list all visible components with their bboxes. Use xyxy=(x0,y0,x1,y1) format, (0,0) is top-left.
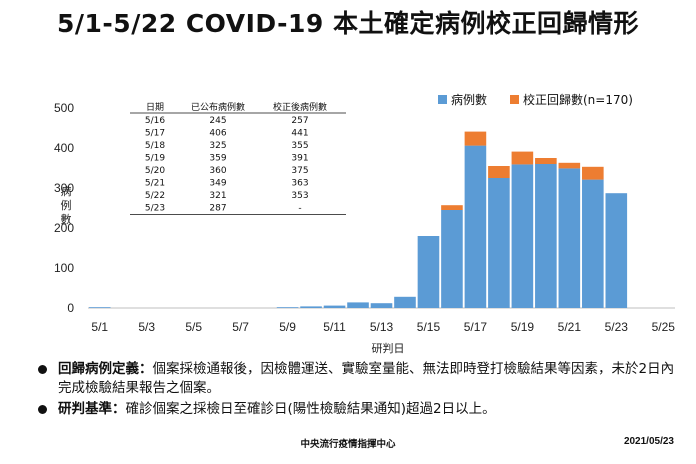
legend-label: 校正回歸數(n=170) xyxy=(523,92,633,107)
note-definition: 回歸病例定義：個案採檢通報後，因檢體運送、實驗室量能、無法即時登打檢驗結果等因素… xyxy=(38,360,678,398)
bar-cases xyxy=(488,178,510,308)
bar-cases xyxy=(558,168,581,308)
y-axis-title: 病例數 xyxy=(61,184,72,226)
bar-cases xyxy=(417,236,440,308)
y-tick-label: 300 xyxy=(54,181,74,195)
table-cell: 360 xyxy=(209,166,226,176)
chart-legend: 病例數 校正回歸數(n=170) xyxy=(438,92,633,107)
table-cell: 406 xyxy=(209,129,226,139)
note-definition-text: 個案採檢通報後，因檢體運送、實驗室量能、無法即時登打檢驗結果等因素，未於2日內完… xyxy=(58,361,675,396)
table-header-cell: 日期 xyxy=(146,102,164,113)
table-header-cell: 已公布病例數 xyxy=(191,101,245,113)
note-criteria-text: 確診個案之採檢日至確診日(陽性檢驗結果通知)超過2日以上。 xyxy=(125,401,496,417)
y-tick-label: 0 xyxy=(67,301,74,315)
table-cell: - xyxy=(298,204,301,214)
bar-cases xyxy=(605,193,628,308)
legend-label: 病例數 xyxy=(451,92,487,107)
table-cell: 257 xyxy=(291,116,308,126)
chart-ticks: 0 100 200 300 400 500 5/1 5/3 5/5 5/7 5/9 5/11 5/13 5… xyxy=(54,101,675,334)
y-tick-label: 500 xyxy=(54,101,74,115)
bar-cases xyxy=(276,307,299,308)
legend-swatch xyxy=(510,95,519,104)
bar-cases xyxy=(511,164,534,308)
data-table: 日期 已公布病例數 校正後病例數 5/16 245 257 5/17 406 441 5/18 32… xyxy=(130,101,346,215)
x-tick-label: 5/7 xyxy=(232,320,249,334)
x-tick-label: 5/5 xyxy=(185,320,202,334)
legend-swatch xyxy=(438,95,447,104)
x-tick-label: 5/13 xyxy=(370,320,394,334)
table-cell: 5/17 xyxy=(145,129,165,139)
bar-cases xyxy=(441,210,463,308)
y-tick-label: 400 xyxy=(54,141,74,155)
bar-cases xyxy=(88,307,111,308)
table-cell: 441 xyxy=(291,129,308,139)
y-axis-title-char: 數 xyxy=(61,213,72,226)
y-axis-title-char: 例 xyxy=(61,198,72,212)
table-cell: 5/21 xyxy=(145,179,165,189)
table-cell: 321 xyxy=(209,191,226,201)
table-cell: 325 xyxy=(209,141,226,151)
x-tick-label: 5/1 xyxy=(91,320,108,334)
bar-backfill xyxy=(511,151,534,165)
table-cell: 287 xyxy=(209,204,226,214)
bullet-icon xyxy=(38,365,47,374)
bar-cases xyxy=(464,145,487,308)
notes: 回歸病例定義：個案採檢通報後，因檢體運送、實驗室量能、無法即時登打檢驗結果等因素… xyxy=(38,360,678,421)
y-tick-label: 100 xyxy=(54,261,74,275)
bar-backfill xyxy=(464,131,487,146)
footer-date: 2021/05/23 xyxy=(623,436,674,447)
table-cell: 5/20 xyxy=(145,166,165,176)
table-cell: 349 xyxy=(209,179,226,189)
y-tick-label: 200 xyxy=(54,221,74,235)
x-tick-label: 5/3 xyxy=(138,320,155,334)
page-title: 5/1-5/22 COVID-19 本土確定病例校正回歸情形 xyxy=(57,9,639,38)
x-tick-label: 5/23 xyxy=(605,320,629,334)
bar-backfill xyxy=(441,205,463,210)
x-tick-label: 5/15 xyxy=(417,320,441,334)
table-cell: 5/19 xyxy=(145,154,165,164)
bar-cases xyxy=(323,305,346,308)
y-axis-title-char: 病 xyxy=(61,184,72,198)
x-tick-label: 5/25 xyxy=(652,320,676,334)
x-axis-title: 研判日 xyxy=(372,342,405,355)
table-cell: 5/16 xyxy=(145,116,165,126)
bar-backfill xyxy=(582,166,604,180)
bar-cases xyxy=(535,164,557,308)
bar-backfill xyxy=(535,158,557,164)
bar-cases xyxy=(370,303,393,308)
table-cell: 375 xyxy=(291,166,308,176)
bullet-icon xyxy=(38,405,47,414)
table-cell: 5/18 xyxy=(145,141,165,151)
bar-backfill xyxy=(488,166,510,178)
table-cell: 5/23 xyxy=(145,204,165,214)
table-cell: 355 xyxy=(291,141,308,151)
bar-backfill xyxy=(558,162,581,169)
note-criteria: 研判基準：確診個案之採檢日至確診日(陽性檢驗結果通知)超過2日以上。 xyxy=(38,400,678,419)
bar-chart: 0 100 200 300 400 500 5/1 5/3 5/5 5/7 5/9 5/11 5/13 5… xyxy=(54,92,675,355)
table-cell: 363 xyxy=(291,179,308,189)
table-cell: 353 xyxy=(291,191,308,201)
x-tick-label: 5/19 xyxy=(511,320,535,334)
bar-cases xyxy=(300,306,322,308)
x-tick-label: 5/9 xyxy=(279,320,296,334)
note-definition-label: 回歸病例定義： xyxy=(58,361,153,377)
table-cell: 391 xyxy=(291,154,308,164)
table-cell: 5/22 xyxy=(145,191,165,201)
table-cell: 245 xyxy=(209,116,226,126)
table-header-cell: 校正後病例數 xyxy=(273,101,327,113)
x-tick-label: 5/17 xyxy=(464,320,488,334)
bar-cases xyxy=(347,302,369,308)
bar-cases xyxy=(582,179,604,308)
table-cell: 359 xyxy=(209,154,226,164)
footer-organization: 中央流行疫情指揮中心 xyxy=(300,439,396,450)
x-tick-label: 5/11 xyxy=(323,320,346,334)
bar-cases xyxy=(394,296,416,308)
chart-bars xyxy=(88,131,628,308)
note-criteria-label: 研判基準： xyxy=(58,401,126,417)
x-tick-label: 5/21 xyxy=(558,320,582,334)
